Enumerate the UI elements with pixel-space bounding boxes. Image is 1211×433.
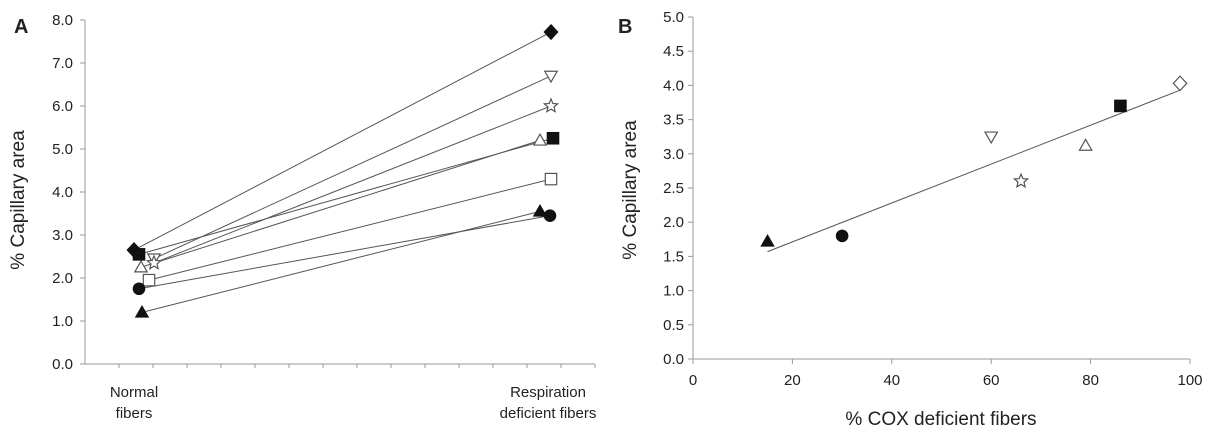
panel-a-y-tick-label: 0.0 (52, 356, 73, 373)
panel-a-point-deficient (546, 131, 560, 145)
panel-a-point-deficient (532, 203, 548, 217)
panel-a-y-tick-label: 1.0 (52, 313, 73, 330)
panel-a-series-line (141, 210, 541, 313)
panel-a-point-normal (133, 259, 149, 273)
panel-a-series-line (133, 31, 552, 251)
panel-b-trendline (767, 89, 1181, 253)
panel-a-series-line (148, 178, 552, 281)
panel-a-series-line (153, 75, 552, 260)
panel-b-point (1172, 75, 1188, 92)
panel-b-x-tick-label: 100 (1177, 372, 1202, 389)
panel-b-y-tick-label: 0.5 (663, 317, 684, 334)
panel-a: A % Capillary area Normal fibers Respira… (8, 12, 596, 422)
panel-b-y-tick-label: 5.0 (663, 9, 684, 26)
panel-b-label: B (618, 16, 632, 38)
panel-b-x-tick-label: 0 (689, 372, 697, 389)
panel-b-y-tick-label: 2.5 (663, 180, 684, 197)
panel-a-point-deficient (542, 97, 560, 113)
panel-a-point-normal (134, 304, 150, 318)
panel-a-category-1-line2: deficient fibers (500, 405, 597, 422)
panel-a-x-category-0: Normal fibers (110, 384, 158, 422)
panel-b-y-tick-label: 0.0 (663, 351, 684, 368)
panel-a-y-tick-label: 5.0 (52, 141, 73, 158)
panel-a-y-tick-label: 6.0 (52, 98, 73, 115)
panel-b-y-tick-label: 2.0 (663, 214, 684, 231)
panel-b-point (1012, 172, 1030, 189)
panel-b-x-tick-label: 40 (883, 372, 900, 389)
panel-a-x-category-1: Respiration deficient fibers (500, 384, 597, 422)
panel-a-series-line (140, 139, 541, 268)
panel-a-point-normal (142, 273, 156, 287)
panel-b-y-tick-label: 3.5 (663, 112, 684, 129)
panel-a-point-normal (132, 248, 146, 261)
panel-b-y-axis-title: % Capillary area (620, 120, 641, 260)
panel-a-y-axis-title: % Capillary area (8, 130, 29, 270)
panel-b-point (983, 131, 999, 145)
panel-b-point (1114, 99, 1127, 113)
panel-a-label: A (14, 16, 28, 38)
panel-a-category-0-line2: fibers (116, 405, 153, 422)
panel-a-series-line (153, 105, 552, 264)
panel-b-point (760, 233, 775, 247)
panel-a-point-deficient (544, 172, 558, 186)
panel-a-y-tick-label: 8.0 (52, 12, 73, 29)
panel-a-y-tick-label: 2.0 (52, 270, 73, 287)
panel-a-y-tick-label: 7.0 (52, 55, 73, 72)
panel-a-point-deficient (532, 132, 548, 146)
panel-b-y-tick-label: 4.0 (663, 77, 684, 94)
panel-b-y-tick-label: 1.0 (663, 283, 684, 300)
panel-b-y-tick-label: 1.5 (663, 248, 684, 265)
panel-b-x-tick-label: 20 (784, 372, 801, 389)
panel-a-series-line (138, 137, 554, 255)
panel-b-x-axis-title: % COX deficient fibers (845, 409, 1036, 430)
panel-a-y-tick-label: 4.0 (52, 184, 73, 201)
panel-b: B % Capillary area % COX deficient fiber… (618, 9, 1203, 430)
panel-a-category-1-line1: Respiration (510, 384, 586, 401)
panel-a-point-normal (145, 254, 163, 270)
panel-a-point-deficient (543, 209, 557, 222)
panel-a-point-deficient (543, 70, 559, 84)
panel-b-point (835, 229, 849, 243)
panel-a-series-line (138, 215, 551, 290)
panel-b-x-tick-label: 60 (983, 372, 1000, 389)
panel-a-category-0-line1: Normal (110, 384, 158, 401)
panel-a-point-normal (132, 282, 146, 296)
panel-b-point (1078, 138, 1093, 151)
panel-a-point-deficient (543, 23, 559, 41)
panel-b-x-tick-label: 80 (1082, 372, 1099, 389)
panel-b-y-tick-label: 4.5 (663, 43, 684, 60)
panel-a-y-tick-label: 3.0 (52, 227, 73, 244)
panel-b-y-tick-label: 3.0 (663, 146, 684, 163)
